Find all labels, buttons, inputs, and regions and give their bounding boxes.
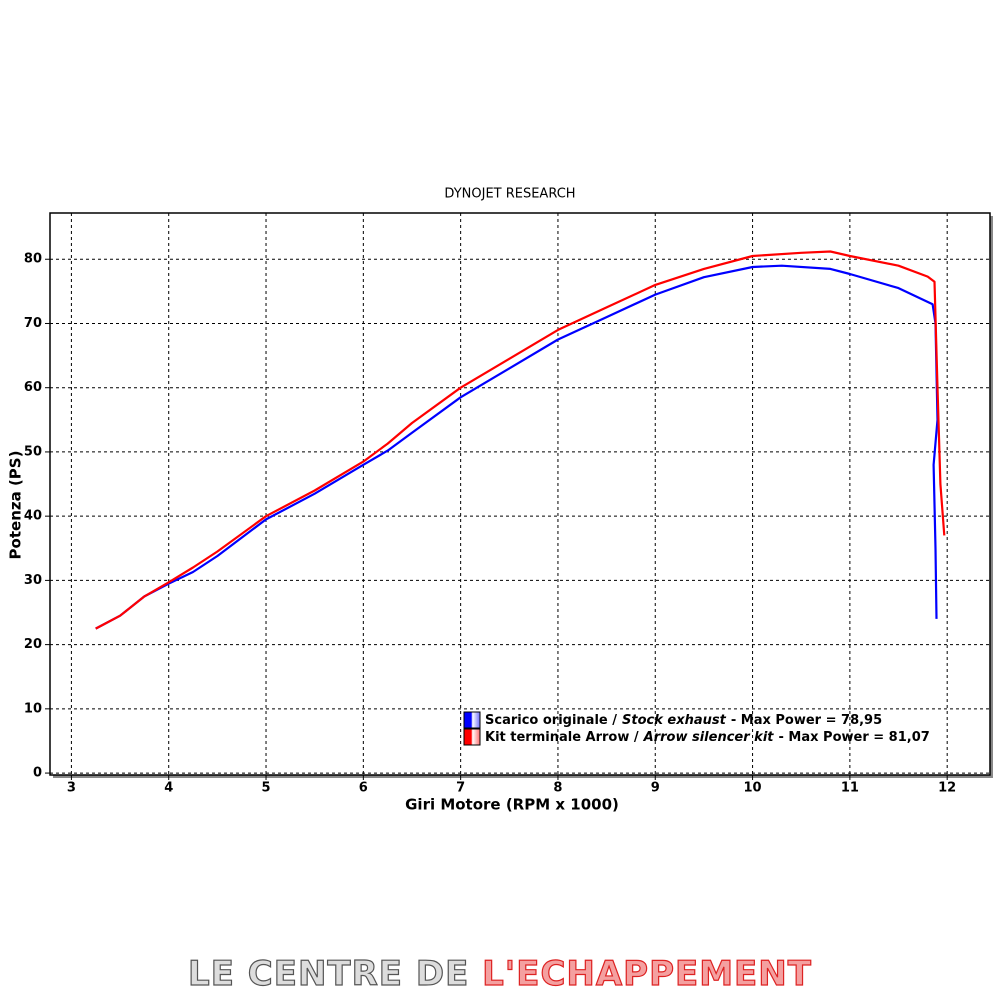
chart-title: DYNOJET RESEARCH (444, 187, 575, 202)
legend-label: Scarico originale / Stock exhaust - Max Po… (485, 713, 882, 728)
lines (95, 250, 946, 630)
y-tick-label: 20 (24, 637, 42, 652)
legend-text: Arrow silencer kit (643, 730, 775, 745)
legend-text: Stock exhaust (622, 713, 727, 728)
series-line (95, 250, 946, 630)
legend-text: Kit terminale Arrow / (485, 730, 639, 745)
legend-text: Scarico originale / (485, 713, 617, 728)
x-tick-label: 11 (841, 781, 859, 796)
y-tick-label: 40 (24, 509, 42, 524)
x-tick-label: 9 (651, 781, 660, 796)
y-tick-label: 50 (24, 444, 42, 459)
footer-part: L'ECHAPPEMENT (482, 954, 812, 994)
grid: 3 4 5 6 7 8 9 10 11 12 0 10 20 30 40 50 60 70 80 (24, 213, 990, 796)
y-tick-label: 60 (24, 380, 42, 395)
x-tick-label: 12 (938, 781, 956, 796)
x-tick-label: 4 (164, 781, 173, 796)
x-tick-label: 5 (262, 781, 271, 796)
legend-swatch (463, 711, 481, 729)
x-tick-label: 7 (456, 781, 465, 796)
x-axis-label: Giri Motore (RPM x 1000) (405, 796, 619, 814)
footer: LE CENTRE DE L'ECHAPPEMENT (188, 954, 812, 994)
y-axis-label: Potenza (PS) (7, 451, 25, 560)
y-tick-label: 70 (24, 316, 42, 331)
y-tick-label: 30 (24, 573, 42, 588)
legend-text: - Max Power = 78,95 (731, 713, 882, 728)
plot-frame (49, 212, 991, 776)
legend-swatch (463, 728, 481, 746)
y-tick-label: 80 (24, 252, 42, 267)
x-tick-label: 6 (359, 781, 368, 796)
legend-text: - Max Power = 81,07 (779, 730, 930, 745)
x-tick-label: 3 (67, 781, 76, 796)
legend-label: Kit terminale Arrow / Arrow silencer kit -… (485, 730, 930, 745)
x-tick-label: 10 (744, 781, 762, 796)
series-line (95, 264, 939, 630)
legend: Scarico originale / Stock exhaust - Max Po… (463, 711, 930, 746)
y-tick-label: 10 (24, 701, 42, 716)
footer-part: LE CENTRE DE (188, 954, 482, 994)
y-tick-label: 0 (33, 766, 42, 781)
x-tick-label: 8 (553, 781, 562, 796)
